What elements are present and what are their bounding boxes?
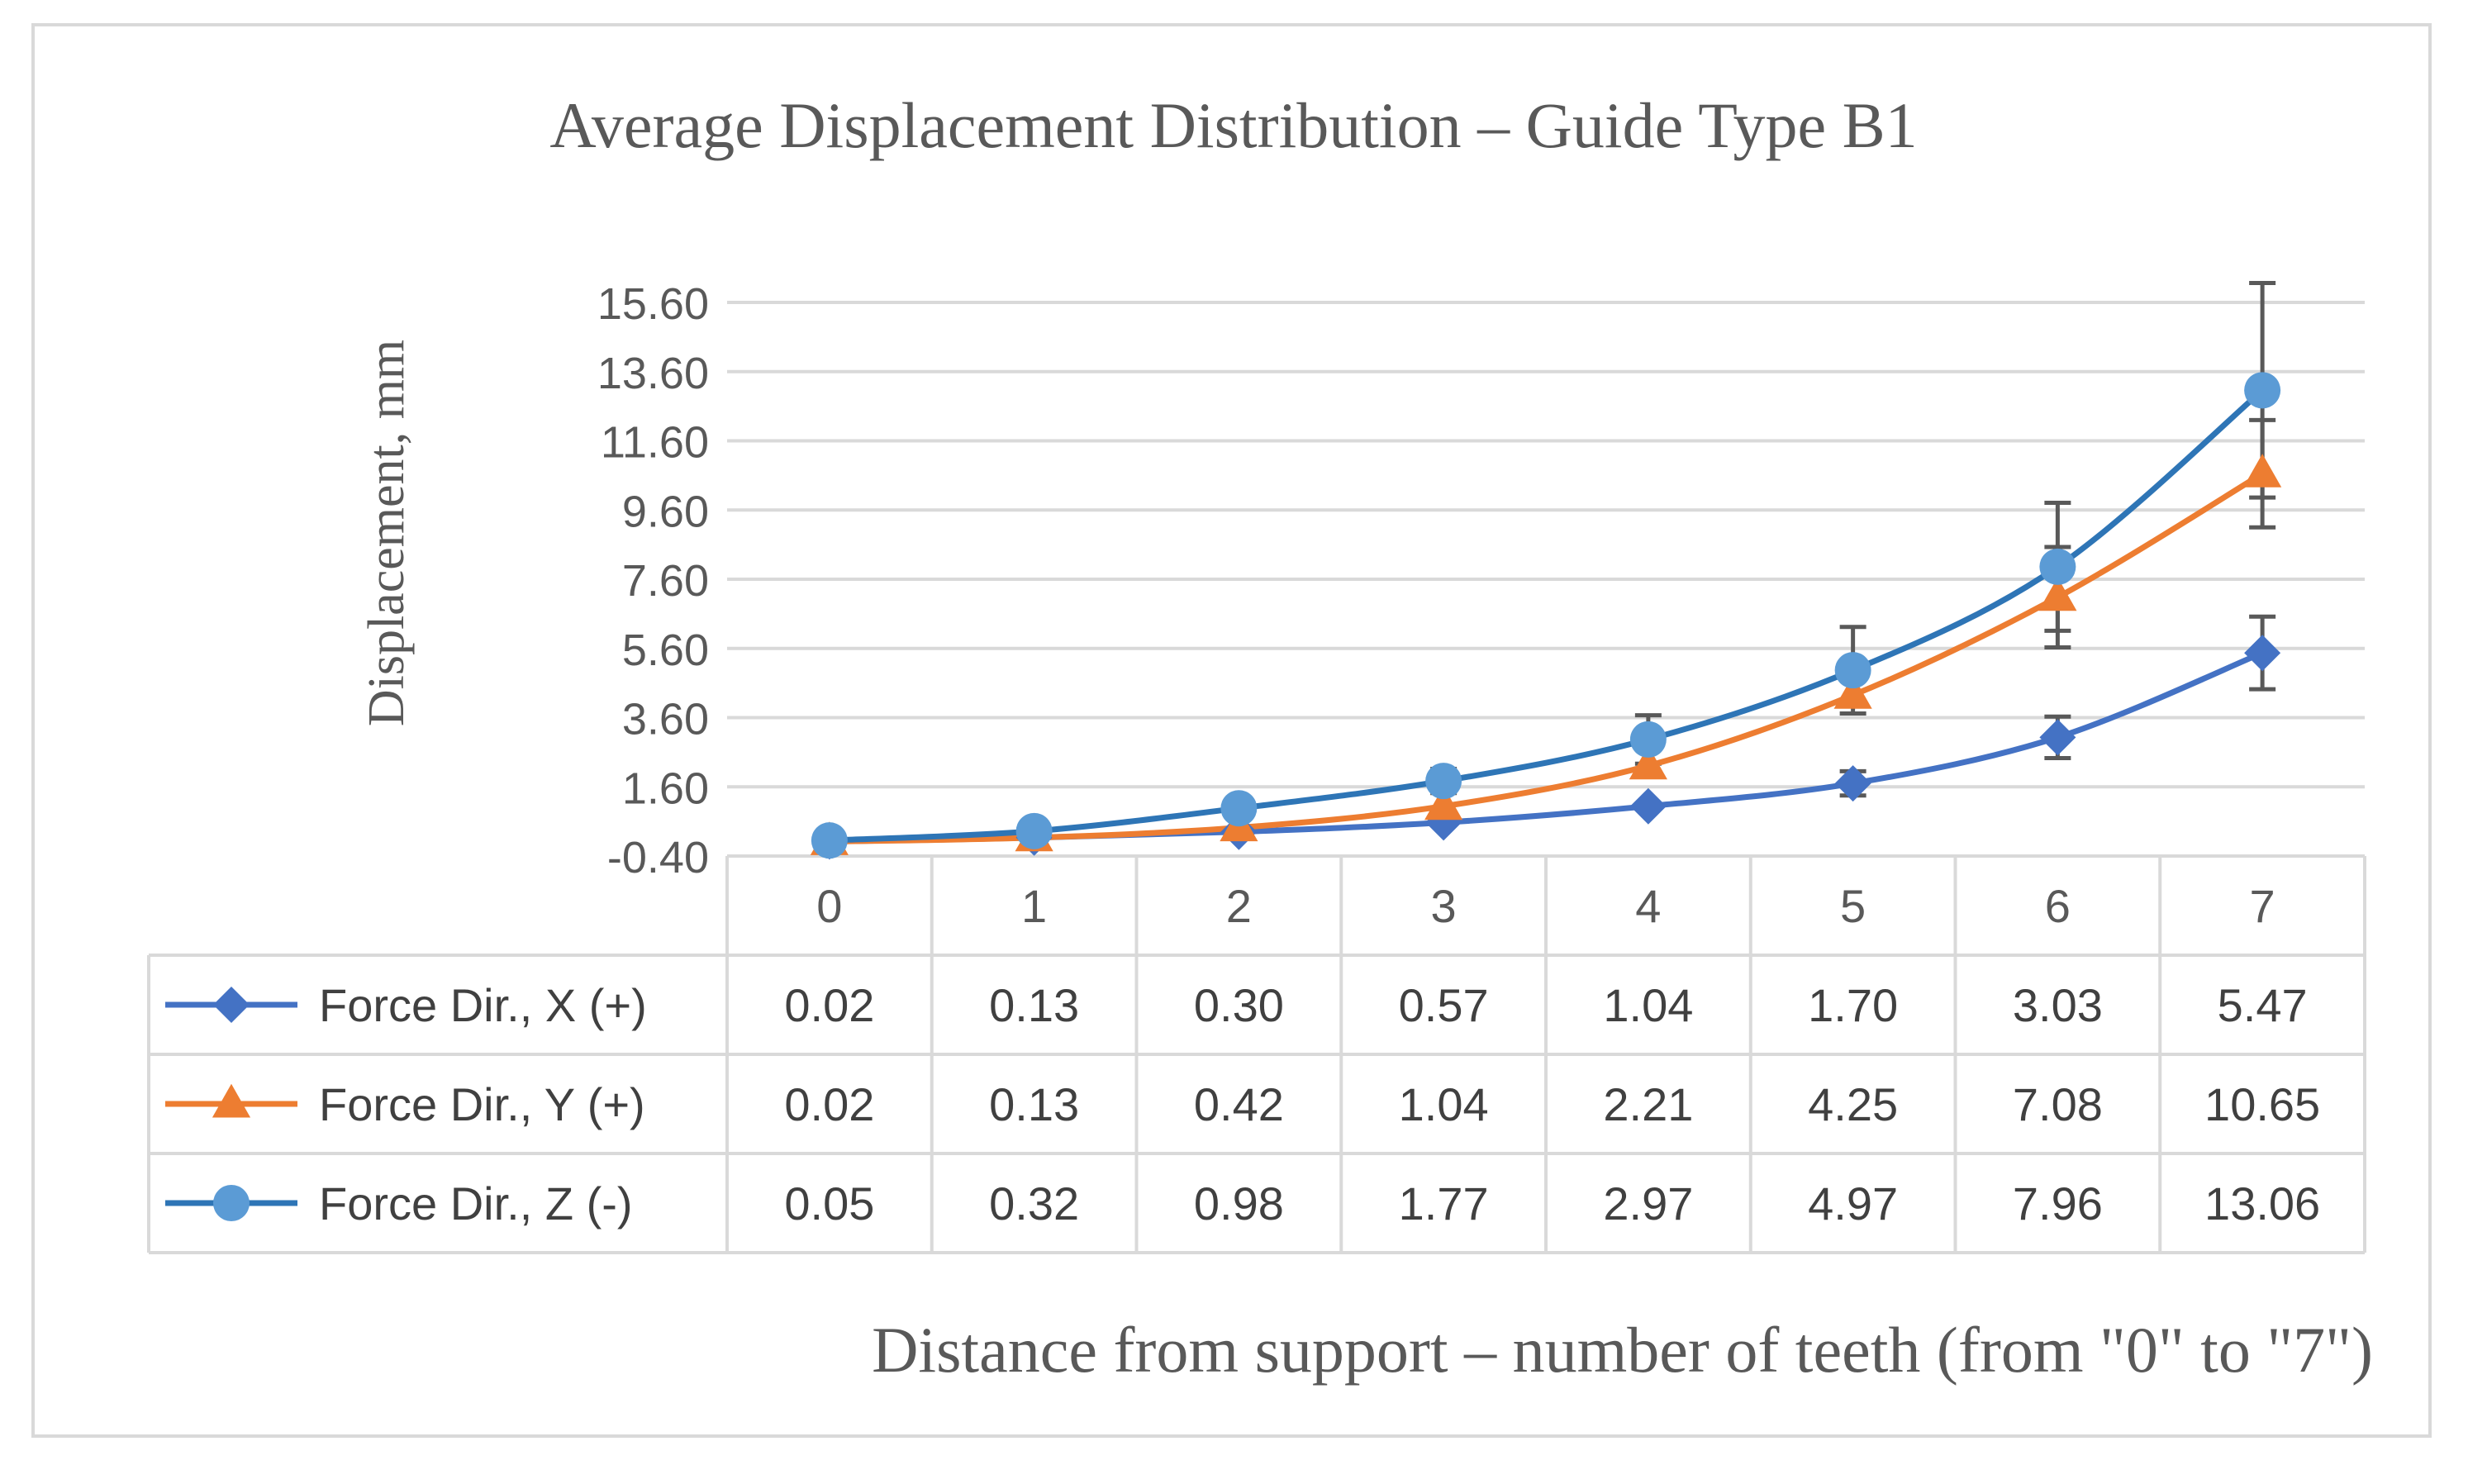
table-cell: 0.98	[1194, 1177, 1284, 1230]
table-cell: 0.02	[784, 979, 874, 1031]
series-markers	[810, 372, 2282, 860]
data-point	[2038, 577, 2077, 611]
legend-label: Force Dir., Y (+)	[319, 1078, 645, 1130]
data-point	[1833, 675, 1872, 709]
chart-frame	[31, 23, 2432, 1438]
x-tick-label: 2	[1226, 880, 1252, 932]
data-point	[2243, 454, 2282, 488]
table-cell: 13.06	[2204, 1177, 2320, 1230]
y-tick-label: 9.60	[622, 487, 709, 536]
data-point	[1629, 787, 1667, 825]
y-tick-label: 5.60	[622, 625, 709, 675]
series-lines	[829, 388, 2265, 844]
table-cell: 0.13	[989, 979, 1079, 1031]
x-tick-label: 6	[2045, 880, 2071, 932]
data-point	[1425, 763, 1462, 800]
data-point	[2244, 635, 2281, 672]
table-cell: 4.25	[1808, 1078, 1898, 1130]
y-tick-label: -0.40	[607, 833, 709, 882]
data-point	[2039, 719, 2076, 756]
table-cell: 0.57	[1399, 979, 1489, 1031]
chart-title: Average Displacement Distribution – Guid…	[549, 89, 1917, 161]
y-tick-label: 1.60	[622, 763, 709, 813]
table-cell: 1.04	[1603, 979, 1693, 1031]
series-line-0	[829, 649, 2264, 844]
legend-label: Force Dir., Z (-)	[319, 1177, 633, 1230]
y-tick-label: 3.60	[622, 695, 709, 744]
table-cell: 2.21	[1603, 1078, 1693, 1130]
table-cell: 0.05	[784, 1177, 874, 1230]
y-tick-label: 11.60	[601, 418, 709, 468]
y-tick-label: 7.60	[622, 556, 709, 606]
data-point	[1424, 786, 1463, 820]
x-tick-label: 4	[1635, 880, 1661, 932]
table-cell: 7.08	[2013, 1078, 2103, 1130]
table-cell: 10.65	[2204, 1078, 2320, 1130]
series-line-2	[829, 388, 2265, 844]
data-point	[1220, 790, 1258, 827]
data-point	[1834, 652, 1871, 689]
legend-key-marker	[213, 1185, 250, 1221]
legend-key-marker	[212, 1083, 251, 1118]
table-cell: 1.77	[1399, 1177, 1489, 1230]
data-point	[1629, 745, 1667, 780]
data-point	[1834, 765, 1871, 802]
table-cell: 0.13	[989, 1078, 1079, 1130]
x-axis-label: Distance from support – number of teeth …	[872, 1314, 2373, 1386]
legend-label: Force Dir., X (+)	[319, 979, 647, 1031]
data-point	[1015, 812, 1053, 849]
table-cell: 0.32	[989, 1177, 1079, 1230]
legend-key-marker	[213, 987, 250, 1023]
data-point	[811, 822, 848, 859]
x-tick-label: 1	[1021, 880, 1047, 932]
table-cell: 0.42	[1194, 1078, 1284, 1130]
table-cell: 0.30	[1194, 979, 1284, 1031]
gridlines	[727, 301, 2365, 858]
x-tick-label: 5	[1840, 880, 1866, 932]
table-cell: 7.96	[2013, 1177, 2103, 1230]
table-cell: 3.03	[2013, 979, 2103, 1031]
data-point	[2244, 372, 2281, 409]
table-cell: 4.97	[1808, 1177, 1898, 1230]
table-cell: 1.70	[1808, 979, 1898, 1031]
y-axis-label: Displacement, mm	[359, 340, 415, 726]
table-cell: 1.04	[1399, 1078, 1489, 1130]
x-tick-label: 7	[2250, 880, 2275, 932]
y-tick-label: 13.60	[597, 349, 709, 398]
y-tick-label: 15.60	[597, 279, 709, 329]
table-cell: 0.02	[784, 1078, 874, 1130]
data-table: 0 1 2 3 4 5 6 7 Force Dir., X (+) 0.02 0.13 0.30 0.5…	[147, 854, 2366, 1254]
table-cell: 5.47	[2218, 979, 2308, 1031]
data-point	[2039, 548, 2076, 585]
x-tick-label: 3	[1431, 880, 1457, 932]
x-tick-label: 0	[816, 880, 842, 932]
table-cell: 2.97	[1603, 1177, 1693, 1230]
data-point	[1629, 721, 1667, 758]
y-tick-labels: -0.40 1.60 3.60 5.60 7.60 9.60 11.60 13.60 15.60	[597, 279, 709, 882]
